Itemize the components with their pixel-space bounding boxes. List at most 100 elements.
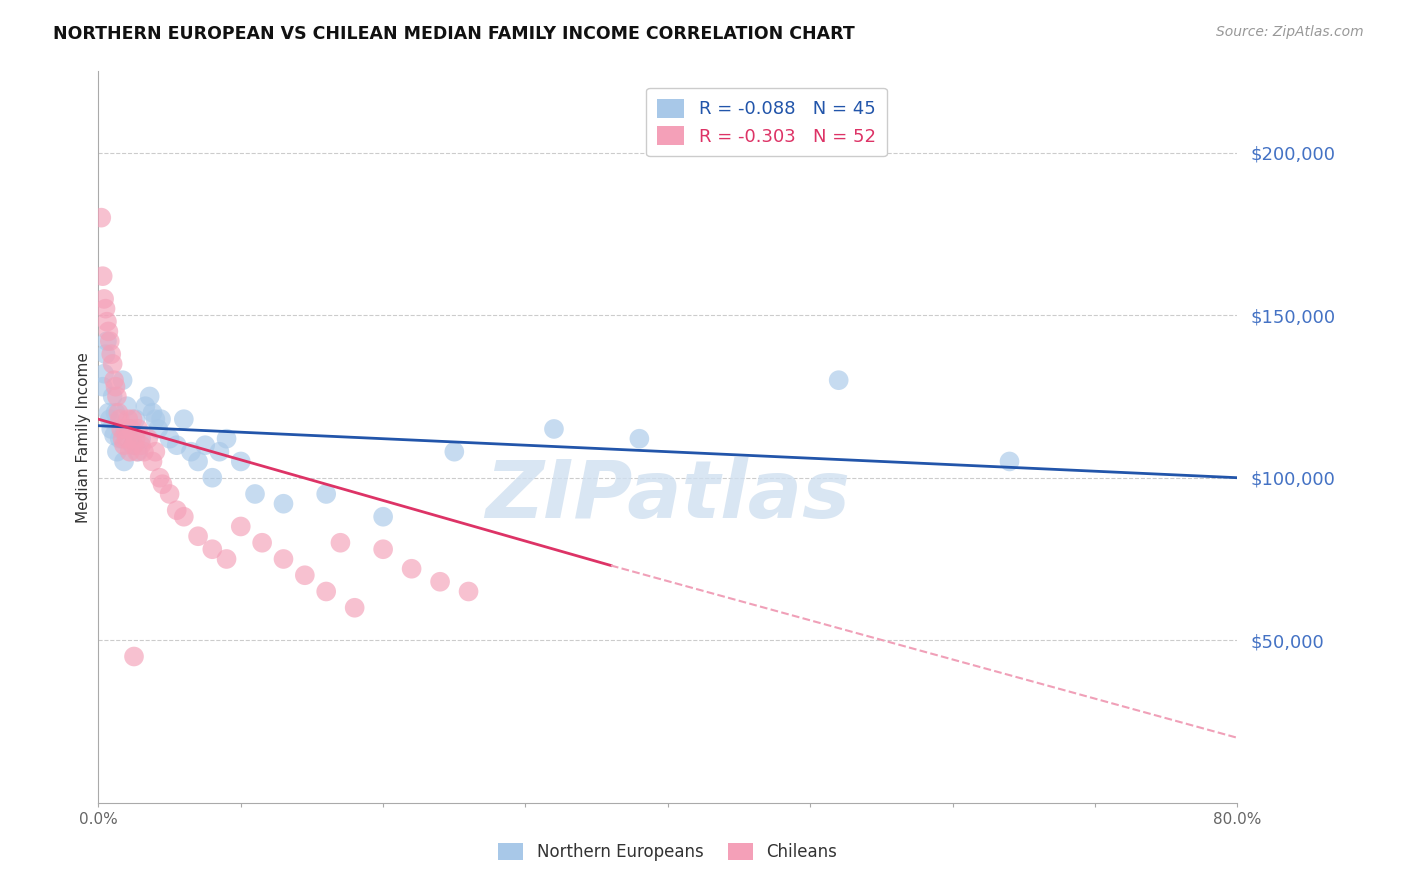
Point — [100, 422, 122, 436]
Y-axis label: Median Family Income: Median Family Income — [76, 351, 91, 523]
Point — [96, 315, 118, 329]
Point — [187, 529, 209, 543]
Point — [105, 444, 128, 458]
Point — [101, 389, 124, 403]
Point — [429, 574, 451, 589]
Point — [159, 487, 181, 501]
Point — [273, 552, 295, 566]
Point — [94, 301, 117, 316]
Point — [180, 444, 202, 458]
Point — [105, 389, 128, 403]
Point — [229, 519, 252, 533]
Point — [152, 477, 174, 491]
Point — [111, 432, 134, 446]
Point — [118, 422, 141, 436]
Point — [97, 406, 120, 420]
Point — [136, 432, 159, 446]
Point — [129, 432, 152, 446]
Point — [124, 432, 146, 446]
Point — [173, 509, 195, 524]
Point — [94, 347, 117, 361]
Point — [201, 542, 224, 557]
Point — [145, 444, 167, 458]
Point — [329, 535, 352, 549]
Point — [121, 412, 143, 426]
Point — [112, 438, 135, 452]
Point — [103, 428, 125, 442]
Point — [273, 497, 295, 511]
Point — [120, 422, 142, 436]
Point — [215, 432, 238, 446]
Point — [315, 584, 337, 599]
Point — [628, 432, 651, 446]
Point — [111, 373, 134, 387]
Point — [149, 471, 172, 485]
Text: ZIPatlas: ZIPatlas — [485, 457, 851, 534]
Point — [543, 422, 565, 436]
Point — [373, 542, 395, 557]
Point — [134, 399, 156, 413]
Point — [250, 535, 273, 549]
Point — [122, 438, 145, 452]
Point — [343, 600, 366, 615]
Point — [93, 292, 115, 306]
Point — [98, 334, 121, 348]
Point — [117, 412, 139, 426]
Point — [145, 412, 167, 426]
Point — [108, 432, 131, 446]
Point — [141, 454, 163, 468]
Point — [166, 438, 188, 452]
Point — [141, 406, 163, 420]
Point — [104, 380, 127, 394]
Point — [443, 444, 465, 458]
Legend: Northern Europeans, Chileans: Northern Europeans, Chileans — [492, 836, 844, 868]
Point — [115, 432, 138, 446]
Point — [215, 552, 238, 566]
Point — [294, 568, 316, 582]
Point — [828, 373, 851, 387]
Point — [97, 325, 120, 339]
Point — [166, 503, 188, 517]
Point — [91, 269, 114, 284]
Point — [148, 422, 170, 436]
Point — [118, 444, 141, 458]
Point — [373, 509, 395, 524]
Point — [129, 438, 152, 452]
Point — [112, 454, 135, 468]
Point — [124, 412, 146, 426]
Point — [107, 406, 129, 420]
Text: NORTHERN EUROPEAN VS CHILEAN MEDIAN FAMILY INCOME CORRELATION CHART: NORTHERN EUROPEAN VS CHILEAN MEDIAN FAMI… — [53, 25, 855, 43]
Point — [201, 471, 224, 485]
Point — [138, 389, 160, 403]
Point — [121, 438, 143, 452]
Point — [93, 367, 115, 381]
Point — [108, 412, 131, 426]
Point — [159, 432, 181, 446]
Point — [90, 211, 112, 225]
Point — [104, 406, 127, 420]
Point — [96, 334, 118, 348]
Point — [114, 422, 136, 436]
Point — [127, 444, 149, 458]
Point — [101, 357, 124, 371]
Point — [91, 380, 114, 394]
Point — [401, 562, 423, 576]
Point — [173, 412, 195, 426]
Point — [457, 584, 479, 599]
Point — [110, 422, 132, 436]
Point — [229, 454, 252, 468]
Point — [243, 487, 266, 501]
Point — [98, 412, 121, 426]
Point — [125, 444, 148, 458]
Point — [132, 444, 155, 458]
Point — [103, 373, 125, 387]
Point — [998, 454, 1021, 468]
Text: Source: ZipAtlas.com: Source: ZipAtlas.com — [1216, 25, 1364, 39]
Point — [150, 412, 173, 426]
Point — [187, 454, 209, 468]
Point — [127, 422, 149, 436]
Point — [208, 444, 231, 458]
Point — [194, 438, 217, 452]
Point — [122, 649, 145, 664]
Point — [100, 347, 122, 361]
